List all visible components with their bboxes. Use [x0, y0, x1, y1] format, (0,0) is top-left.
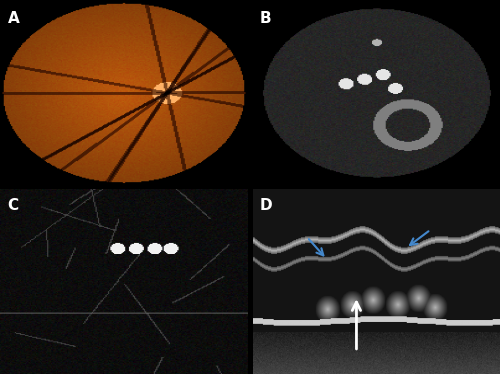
Text: C: C	[8, 198, 18, 213]
Text: A: A	[8, 11, 19, 26]
Text: D: D	[260, 198, 272, 213]
Text: B: B	[260, 11, 272, 26]
